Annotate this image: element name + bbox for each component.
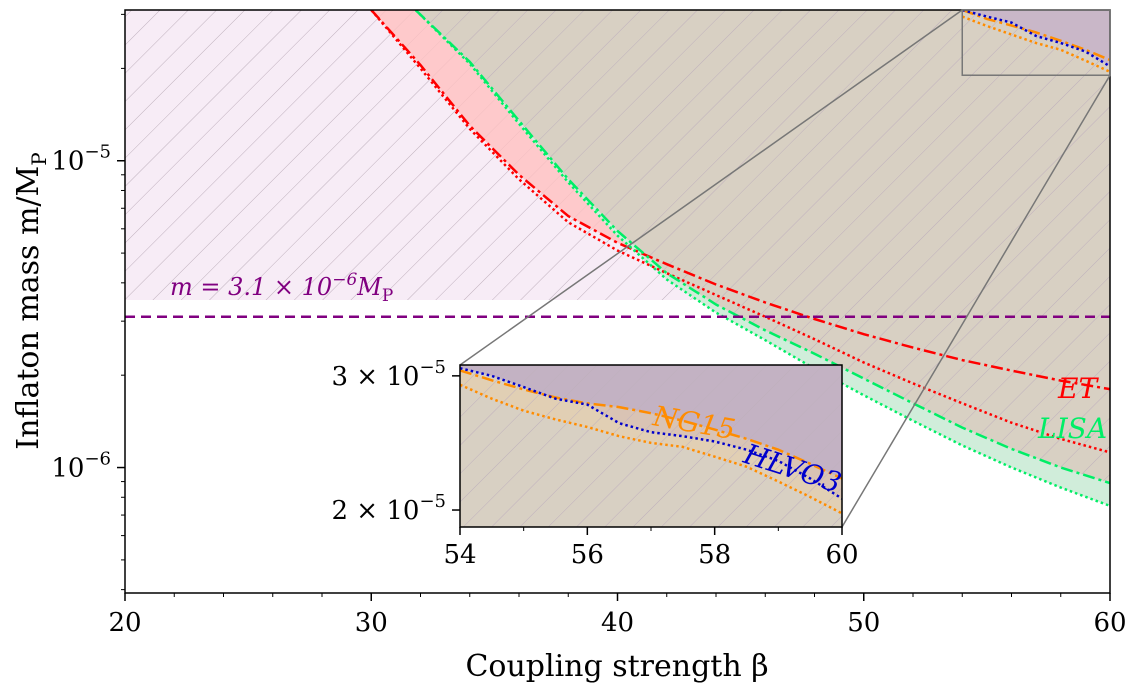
y-axis-title: Inflaton mass m/MP [11,152,51,449]
inset-y-tick-label: 2 × 10−5 [332,491,447,526]
x-tick-label: 20 [108,608,141,638]
inset-x-tick-label: 60 [825,540,858,570]
zoom-box [961,9,1111,76]
x-tick-label: 30 [355,608,388,638]
zoom-connector-top [459,9,963,366]
main-series-line-3 [414,10,1110,508]
inset-plot-area: 54 56 58 60 2 × 10−5 3 × 10−5 [332,357,859,570]
inset-x-tick-label: 58 [698,540,731,570]
y-tick-label: 10−5 [51,142,111,177]
x-tick-label: 60 [1093,608,1126,638]
series-label-lisa: LISA [1037,412,1107,445]
main-series-line-2 [414,10,1110,485]
inset-x-tick-label: 56 [571,540,604,570]
y-tick-label: 10−6 [51,449,111,484]
zoom-indicator [459,9,1111,528]
inset-series-line-2 [460,366,842,500]
main-plot-area: 20 30 40 50 60 10−6 10−5 [51,9,1127,638]
inset-series-line-1 [460,383,842,515]
inset-y-tick-label: 3 × 10−5 [332,357,447,392]
series-label-et: ET [1057,372,1099,405]
x-axis-title: Coupling strength β [465,649,768,684]
x-tick-label: 40 [601,608,634,638]
pta-excluded-region [962,10,1110,67]
hline-label: m = 3.1 × 10−6MP [170,270,393,306]
zoom-connector-bottom [841,74,1111,528]
inset-series-line-0 [460,369,842,480]
inset-x-tick-label: 54 [443,540,476,570]
main-series-line-6 [961,10,1110,68]
x-tick-label: 50 [847,608,880,638]
main-series-line-4 [961,10,1110,62]
inset-hatch [460,365,842,527]
main-series-line-0 [370,10,1110,391]
main-series-line-5 [961,15,1110,73]
lisa-excluded-hatch [415,10,1110,484]
